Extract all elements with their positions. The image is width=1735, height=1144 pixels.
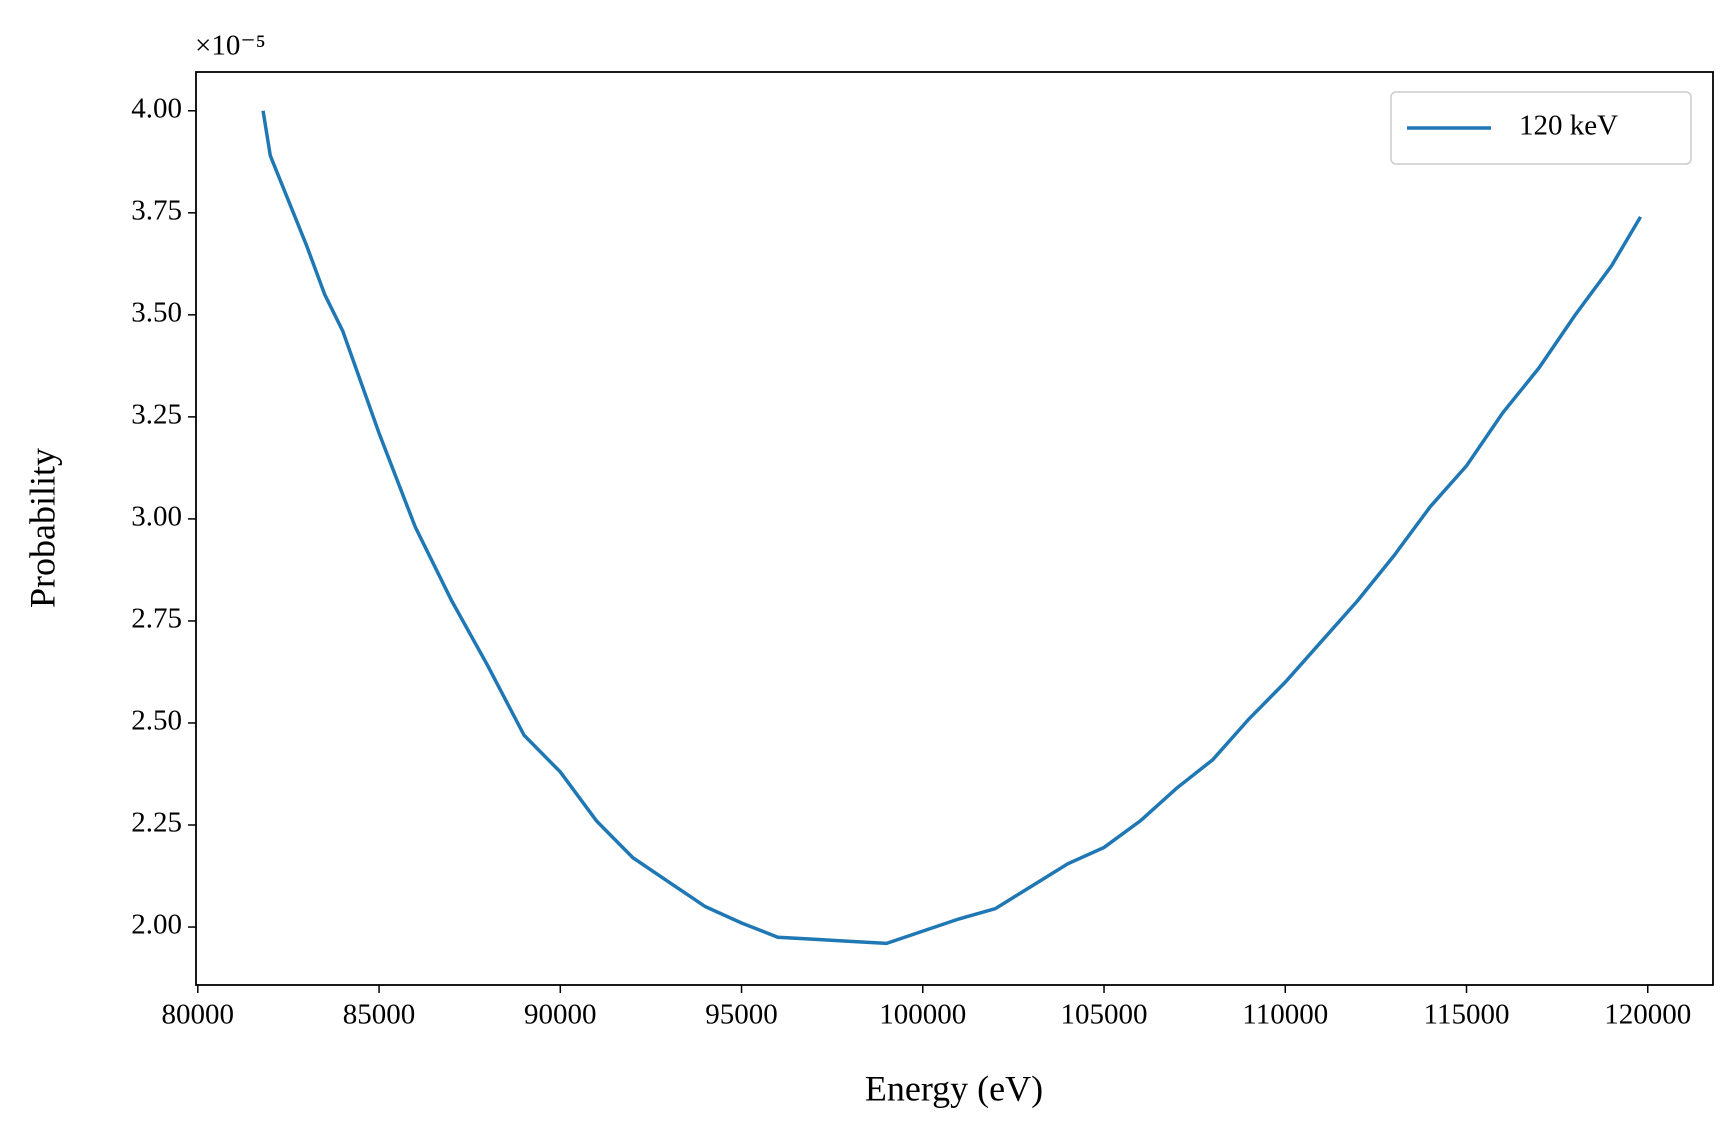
y-axis-label: Probability [22, 448, 62, 608]
legend-box [1390, 91, 1692, 165]
plot-frame [195, 71, 1714, 986]
x-tick-label: 90000 [524, 999, 597, 1031]
x-tick-label: 100000 [879, 999, 966, 1031]
x-tick-label: 80000 [162, 999, 235, 1031]
x-tick-label: 115000 [1424, 999, 1510, 1031]
y-tick-label: 3.75 [131, 194, 182, 226]
x-tick-label: 105000 [1061, 999, 1148, 1031]
x-tick-label: 95000 [705, 999, 778, 1031]
x-tick-label: 120000 [1604, 999, 1691, 1031]
y-tick-label: 2.00 [131, 909, 182, 941]
y-tick-label: 2.75 [131, 603, 182, 635]
line-series [261, 110, 1643, 946]
y-tick-label: 2.50 [131, 705, 182, 737]
x-tick-label: 110000 [1242, 999, 1328, 1031]
y-tick-label: 3.50 [131, 296, 182, 328]
y-tick-label: 4.00 [131, 92, 182, 124]
x-tick-label: 85000 [343, 999, 416, 1031]
y-offset-label: ×10⁻⁵ [195, 30, 266, 62]
legend-label: 120 keV [1519, 110, 1618, 142]
y-tick-label: 3.00 [131, 501, 182, 533]
y-tick-label: 3.25 [131, 399, 182, 431]
y-tick-label: 2.25 [131, 807, 182, 839]
x-axis-label: Energy (eV) [865, 1068, 1043, 1108]
